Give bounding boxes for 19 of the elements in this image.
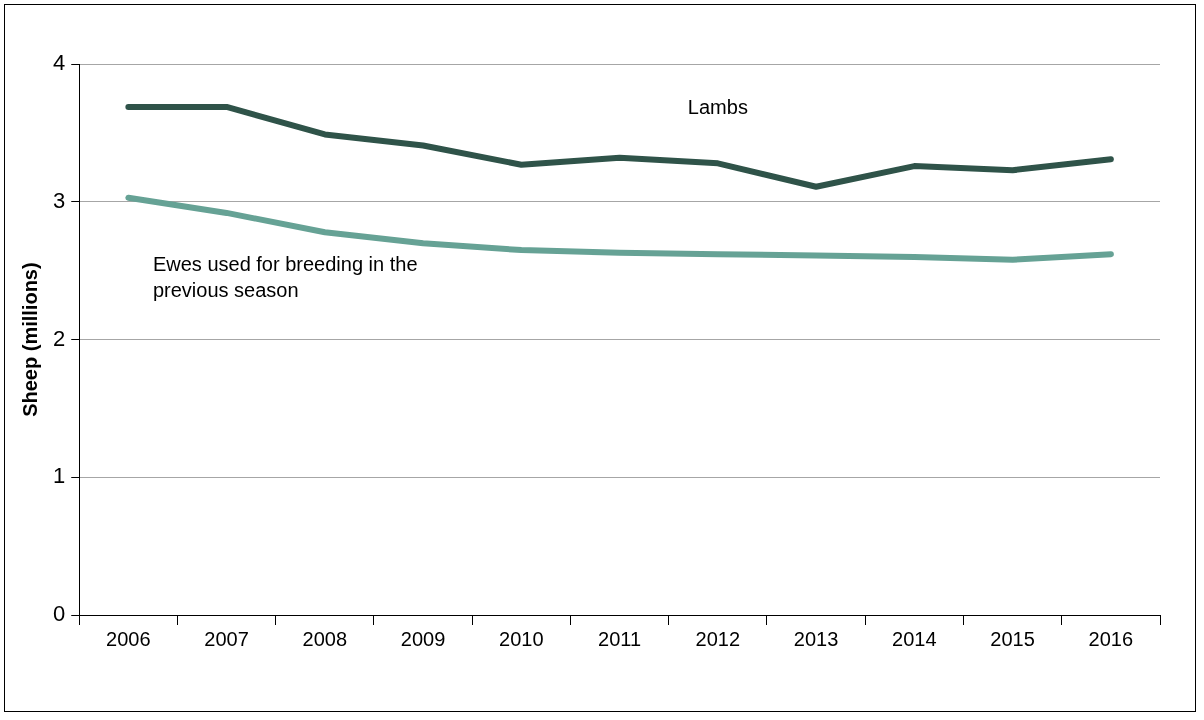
x-tick-label: 2008 bbox=[302, 627, 348, 650]
y-tick-label: 3 bbox=[52, 187, 66, 213]
x-tick-label: 2009 bbox=[400, 627, 446, 650]
x-tick-label: 2012 bbox=[695, 627, 741, 650]
x-tick-label: 2015 bbox=[990, 627, 1035, 650]
x-tick-label: 2013 bbox=[793, 627, 839, 650]
x-tick-label: 2014 bbox=[892, 627, 937, 650]
x-tick-label: 2011 bbox=[598, 627, 642, 650]
y-tick-label: 4 bbox=[52, 50, 66, 76]
x-tick-label: 2006 bbox=[106, 627, 151, 650]
x-tick-label: 2010 bbox=[499, 627, 544, 650]
text: Lambs bbox=[687, 95, 748, 118]
x-tick-label: 2007 bbox=[204, 627, 249, 650]
x-tick-label: 2016 bbox=[1088, 627, 1134, 650]
y-tick-label: 1 bbox=[52, 463, 66, 489]
series-label: Ewes used for breeding in the previous season bbox=[152, 253, 418, 302]
y-tick-label: 2 bbox=[52, 325, 66, 351]
y-tick-label: 0 bbox=[52, 601, 66, 627]
y-axis-title: Sheep (millions) bbox=[18, 262, 41, 417]
